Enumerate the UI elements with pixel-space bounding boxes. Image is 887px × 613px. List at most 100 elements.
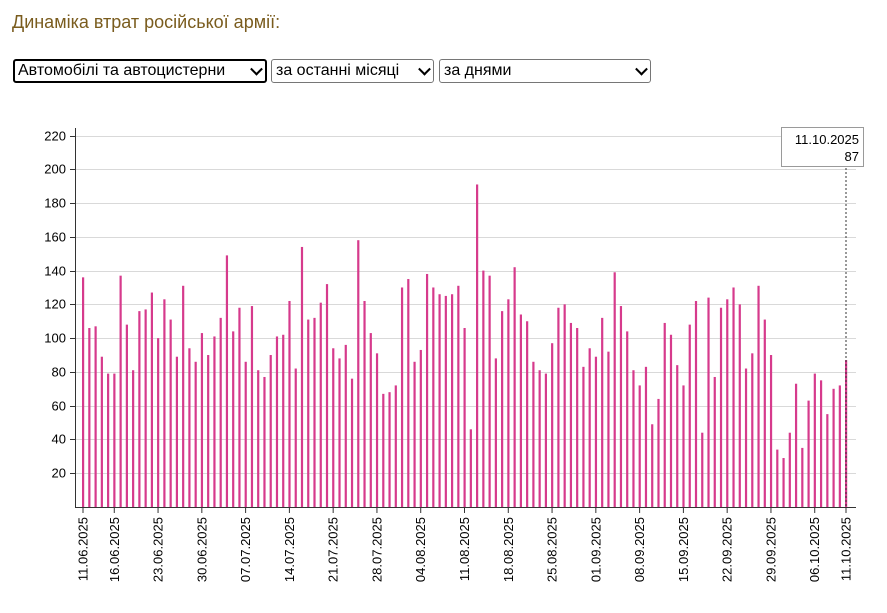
bar[interactable] (175, 356, 179, 507)
bar[interactable] (138, 311, 141, 507)
bar[interactable] (544, 373, 547, 507)
bar[interactable] (207, 355, 210, 507)
bar[interactable] (425, 273, 429, 507)
bar[interactable] (638, 385, 641, 507)
bar[interactable] (263, 376, 266, 507)
bar[interactable] (513, 267, 516, 507)
bar[interactable] (232, 331, 235, 507)
bar[interactable] (119, 275, 122, 507)
bar[interactable] (488, 275, 491, 507)
bar[interactable] (819, 380, 823, 507)
bar[interactable] (719, 307, 723, 507)
bar[interactable] (657, 398, 660, 507)
bar[interactable] (688, 324, 691, 507)
bar[interactable] (669, 334, 673, 507)
bar[interactable] (294, 368, 297, 507)
bar[interactable] (813, 373, 816, 507)
period-select[interactable]: за останні місяці (271, 59, 434, 83)
bar[interactable] (557, 307, 560, 507)
bar[interactable] (250, 306, 254, 507)
bar[interactable] (363, 300, 366, 507)
bar[interactable] (494, 358, 497, 507)
bar[interactable] (144, 309, 147, 507)
bar[interactable] (726, 299, 729, 507)
bar[interactable] (469, 429, 472, 507)
bar[interactable] (682, 385, 685, 507)
bar[interactable] (501, 311, 504, 507)
bar[interactable] (576, 328, 579, 507)
bar[interactable] (275, 336, 279, 507)
bar[interactable] (419, 349, 422, 507)
bar[interactable] (463, 328, 466, 507)
bar[interactable] (225, 255, 229, 507)
bar[interactable] (125, 324, 128, 507)
bar[interactable] (707, 297, 710, 507)
bar[interactable] (738, 304, 741, 507)
bar[interactable] (82, 277, 85, 507)
bar[interactable] (626, 331, 629, 507)
bar[interactable] (832, 388, 835, 507)
bar[interactable] (94, 326, 97, 507)
bar[interactable] (100, 356, 103, 507)
bar[interactable] (132, 370, 135, 507)
bar[interactable] (482, 270, 485, 507)
bar[interactable] (794, 383, 798, 507)
bar[interactable] (407, 279, 410, 507)
bar[interactable] (307, 319, 310, 507)
bar[interactable] (551, 343, 554, 507)
bar[interactable] (163, 299, 166, 507)
bar[interactable] (569, 322, 573, 507)
bar[interactable] (594, 356, 598, 507)
bar[interactable] (157, 338, 160, 507)
bar[interactable] (400, 287, 404, 507)
bar[interactable] (269, 355, 272, 507)
bar[interactable] (325, 284, 329, 507)
bar[interactable] (432, 287, 435, 507)
bar[interactable] (200, 333, 204, 507)
bar[interactable] (757, 285, 760, 507)
bar[interactable] (382, 393, 385, 507)
bar[interactable] (450, 294, 454, 507)
bar[interactable] (782, 458, 785, 507)
bar[interactable] (288, 300, 291, 507)
bar[interactable] (526, 321, 529, 507)
bar[interactable] (607, 351, 610, 507)
bar[interactable] (601, 317, 604, 507)
bar[interactable] (632, 370, 635, 507)
bar[interactable] (538, 370, 541, 507)
bar[interactable] (788, 432, 791, 507)
bar[interactable] (457, 285, 460, 507)
bar[interactable] (807, 400, 810, 507)
bar[interactable] (375, 353, 379, 507)
bar[interactable] (282, 334, 285, 507)
bar[interactable] (588, 348, 591, 507)
bar[interactable] (369, 333, 372, 507)
bar[interactable] (338, 358, 341, 507)
bar[interactable] (88, 328, 91, 507)
bar[interactable] (150, 292, 153, 507)
bar[interactable] (219, 317, 222, 507)
bar[interactable] (507, 299, 510, 507)
bar[interactable] (732, 287, 735, 507)
bar[interactable] (532, 361, 535, 507)
bar[interactable] (476, 184, 479, 507)
bar[interactable] (519, 314, 522, 508)
bar[interactable] (826, 414, 829, 508)
bar[interactable] (776, 449, 779, 507)
granularity-select[interactable]: за днями (439, 59, 651, 83)
bar[interactable] (344, 344, 347, 507)
bar[interactable] (313, 317, 316, 507)
bar[interactable] (644, 366, 648, 507)
bar[interactable] (613, 272, 616, 507)
bar[interactable] (838, 385, 841, 507)
bar[interactable] (257, 370, 260, 507)
bar[interactable] (763, 319, 766, 507)
bar[interactable] (113, 373, 116, 507)
bar[interactable] (182, 285, 185, 507)
bar[interactable] (357, 240, 360, 507)
bar[interactable] (238, 307, 241, 507)
bar[interactable] (801, 447, 804, 507)
bar[interactable] (413, 361, 416, 507)
bar[interactable] (769, 355, 773, 507)
bar[interactable] (169, 319, 172, 507)
